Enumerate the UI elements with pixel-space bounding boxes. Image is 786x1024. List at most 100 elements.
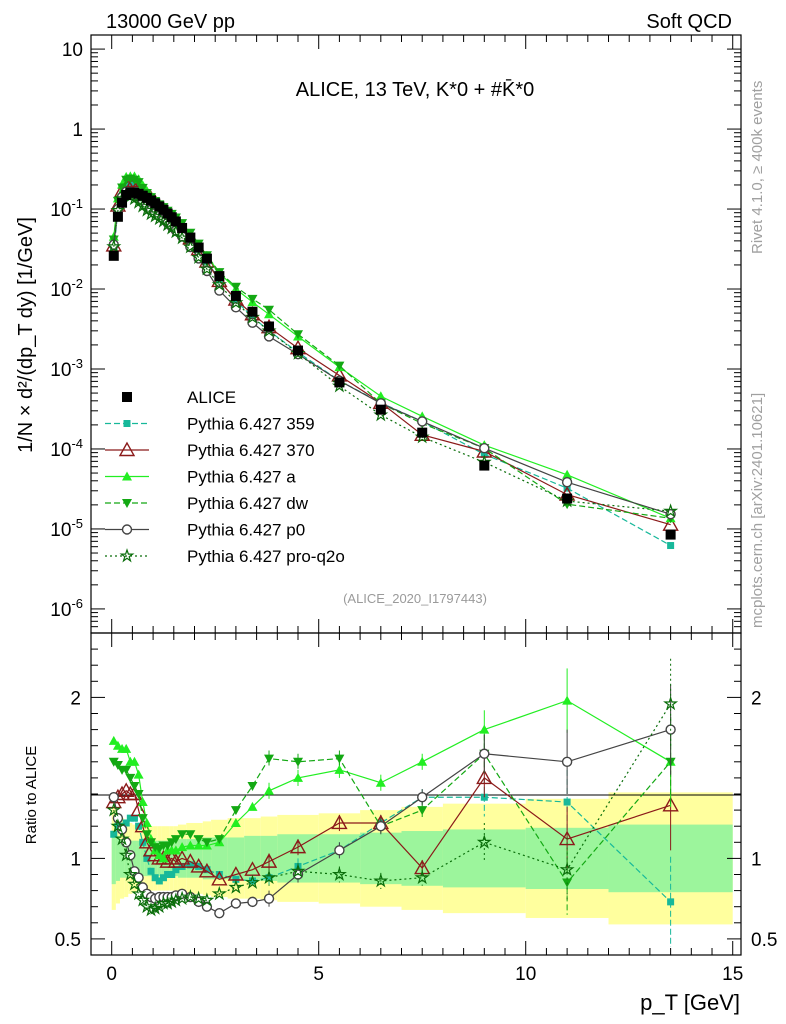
ratio-point-5: [182, 889, 198, 904]
x-tick-label: 5: [313, 964, 324, 985]
ratio-point-5: [211, 885, 228, 901]
ratio-point-3: [293, 757, 304, 767]
ratio-point-0: [186, 861, 194, 869]
data-point: [108, 250, 119, 261]
spectrum-point-3: [293, 330, 304, 340]
legend-marker: [118, 441, 136, 457]
data-point: [185, 232, 196, 243]
legend-marker: [123, 420, 131, 427]
y-tick-label: 10: [62, 40, 83, 61]
legend-label: Pythia 6.427 370: [187, 441, 315, 460]
legend-label: Pythia 6.427 359: [187, 415, 315, 434]
ratio-point-0: [159, 874, 167, 882]
spectrum-point-3: [247, 294, 258, 304]
x-axis-label: p_T [GeV]: [640, 990, 740, 1015]
ratio-point-5: [373, 872, 389, 888]
ratio-point-0: [265, 874, 273, 882]
data-point: [170, 216, 181, 227]
spectrum-point-4: [247, 317, 258, 328]
inner-band-segment: [136, 840, 141, 877]
spectrum-point-3: [129, 175, 140, 185]
ratio-point-1: [211, 870, 228, 886]
ratio-point-0: [667, 898, 675, 906]
spectrum-point-0: [480, 450, 488, 458]
data-point: [214, 271, 225, 282]
ratio-point-0: [203, 866, 211, 874]
ratio-point-2: [121, 743, 132, 753]
ratio-point-3: [137, 814, 148, 824]
ratio-point-5: [290, 863, 306, 878]
legend-marker: [119, 548, 135, 563]
data-point: [177, 222, 188, 233]
ratio-point-1: [167, 853, 185, 868]
ratio-point-2: [479, 724, 490, 734]
ratio-point-2: [137, 797, 148, 807]
legend-marker: [122, 471, 132, 481]
spectrum-point-3: [133, 178, 144, 188]
ratio-point-0: [172, 866, 180, 874]
mcplots-side-text: mcplots.cern.ch [arXiv:2401.10621]: [749, 393, 766, 628]
spectrum-series: [105, 171, 679, 550]
ratio-point-0: [164, 871, 172, 878]
y-axis-label-ratio: Ratio to ALICE: [23, 746, 40, 844]
ratio-point-3: [141, 830, 152, 840]
inner-band-segment: [119, 839, 125, 878]
ratio-point-5: [110, 818, 126, 833]
ratio-point-0: [155, 877, 163, 885]
ratio-point-3: [193, 835, 204, 845]
spectrum-point-3: [264, 305, 275, 315]
spectrum-point-0: [667, 542, 675, 550]
ratio-y-tick-label-right: 2: [751, 688, 762, 709]
ratio-point-4: [417, 792, 428, 803]
inner-band-segment: [227, 837, 245, 880]
ratio-point-1: [163, 849, 180, 865]
ratio-point-3: [125, 773, 136, 783]
ratio-point-3: [170, 835, 181, 845]
ratio-series: [105, 658, 679, 947]
ratio-point-5: [135, 892, 151, 907]
ratio-point-4: [247, 896, 258, 908]
ratio-y-tick-label-left: 0.5: [55, 930, 81, 951]
inner-band-segment: [111, 832, 116, 885]
ratio-point-3: [247, 781, 258, 791]
ratio-point-0: [248, 877, 256, 885]
ratio-y-tick-label-right: 0.5: [751, 930, 777, 951]
y-tick-label: 10-2: [50, 276, 83, 301]
ratio-point-2: [108, 735, 119, 745]
spectrum-point-5: [106, 238, 122, 254]
spectrum-point-3: [117, 183, 128, 193]
chart-title: ALICE, 13 TeV, K*0 + #K̄*0: [296, 78, 535, 101]
ratio-point-3: [146, 838, 157, 848]
data-point: [193, 242, 204, 253]
ratio-point-3: [129, 781, 140, 791]
ratio-point-4: [375, 821, 387, 832]
data-point: [479, 460, 490, 471]
ratio-point-1: [476, 769, 493, 785]
ratio-y-tick-label-right: 1: [751, 849, 762, 870]
data-point: [417, 427, 428, 438]
inner-band-segment: [202, 837, 212, 880]
ratio-point-2: [375, 777, 386, 787]
ratio-point-5: [143, 901, 159, 917]
ratio-point-5: [331, 866, 347, 881]
spectrum-point-0: [126, 181, 134, 189]
ratio-point-5: [476, 834, 492, 849]
ratio-panel: 0.5 0.5 1 1 2 2 0 5 10 15 Ratio to ALICE p_T [GeV…: [23, 632, 777, 1015]
ratio-point-1: [117, 782, 135, 797]
ratio-point-1: [105, 793, 122, 809]
spectrum-point-0: [135, 183, 143, 191]
spectrum-point-2: [562, 469, 573, 479]
header-left: 13000 GeV pp: [106, 11, 235, 33]
ratio-point-0: [130, 814, 138, 822]
spectrum-point-4: [417, 416, 428, 427]
ratio-point-2: [417, 756, 428, 766]
legend-label: ALICE: [187, 388, 236, 407]
spectrum-point-5: [211, 276, 227, 292]
y-axis-label-top: 1/N × d²/(dp_T dy) [1/GeV]: [15, 217, 37, 453]
header-right: Soft QCD: [646, 11, 732, 33]
ratio-point-5: [199, 892, 215, 907]
ratio-point-0: [147, 867, 155, 875]
ratio-point-5: [126, 876, 143, 891]
ratio-point-0: [122, 819, 130, 827]
data-point: [293, 345, 304, 356]
